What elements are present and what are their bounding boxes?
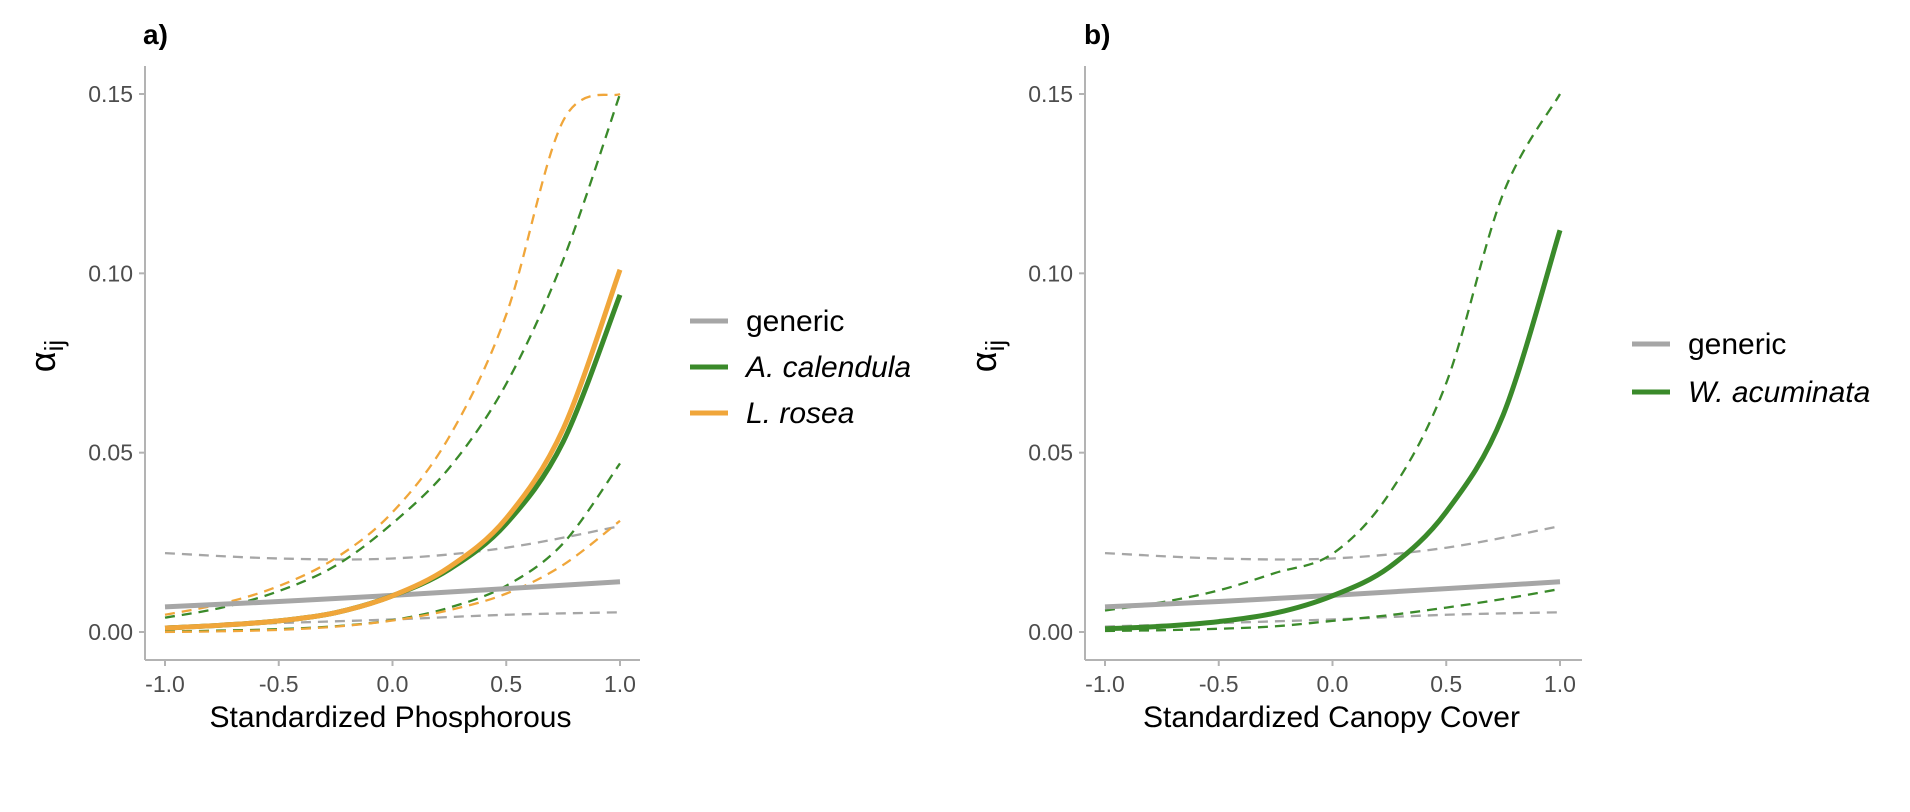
- panel-b-series-generic-upper-bound: [1104, 525, 1561, 561]
- panel-a-x-tick-label: -1.0: [145, 671, 185, 697]
- panel-a-series-l-rosea-upper-bound: [164, 92, 621, 616]
- panel-a-series-a-calendula-mean-line: [164, 293, 623, 631]
- panel-b-series-w-acuminata-lower-bound: [1104, 587, 1561, 633]
- panel-b-x-axis-title: Standardized Canopy Cover: [1143, 701, 1520, 734]
- panel-b-y-tick-label: 0.10: [1028, 260, 1073, 286]
- panel-a-y-tick-label: 0.10: [88, 260, 133, 286]
- panel-b-legend: generic W. acuminata: [1632, 328, 1870, 409]
- panel-b-y-tick-label: 0.15: [1028, 81, 1073, 107]
- panel-a-plot-area: [164, 92, 623, 634]
- panel-b: b) 0.00 0.05 0.10 0.15 -1.0 -0.5 0.0 0.5 1.0 Stand…: [963, 19, 1870, 734]
- panel-b-series-w-acuminata-upper-bound: [1104, 93, 1561, 612]
- panel-a-legend: generic A. calendula L. rosea: [690, 305, 911, 430]
- panel-b-x-tick-label: -0.5: [1199, 671, 1239, 697]
- panel-a-y-axis-title: αij: [22, 340, 69, 372]
- panel-a-x-tick-label: -0.5: [259, 671, 299, 697]
- panel-a-x-axis-title: Standardized Phosphorous: [210, 701, 572, 734]
- panel-a-series-a-calendula-upper-bound: [164, 93, 622, 619]
- panel-a-series-l-rosea-mean-line: [164, 268, 623, 631]
- panel-b-y-axis-title: αij: [963, 340, 1010, 372]
- panel-a-y-tick-label: 0.15: [88, 81, 133, 107]
- panel-a-x-tick-label: 0.0: [377, 671, 409, 697]
- panel-b-x-tick-label: 0.5: [1430, 671, 1462, 697]
- panel-a-series-a-calendula-lower-bound: [164, 462, 621, 633]
- panel-a-series-l-rosea-lower-bound: [164, 519, 621, 634]
- panel-b-tag: b): [1084, 19, 1110, 50]
- panel-b-series-w-acuminata-mean-line: [1104, 229, 1563, 632]
- panel-a-x-tick-label: 1.0: [604, 671, 636, 697]
- panel-a-legend-label-a-calendula: A. calendula: [744, 351, 911, 384]
- panel-b-y-tick-label: 0.00: [1028, 619, 1073, 645]
- panel-b-legend-label-generic: generic: [1688, 328, 1786, 361]
- panel-b-legend-label-w-acuminata: W. acuminata: [1688, 376, 1870, 409]
- panel-a: a) 0.00 0.05 0.10 0.15 -1.0 -0.5 0.0 0.5 1.0 Stand…: [22, 19, 911, 734]
- panel-b-x-tick-label: -1.0: [1085, 671, 1125, 697]
- panel-a-tag: a): [143, 19, 168, 50]
- panel-a-legend-label-generic: generic: [746, 305, 844, 338]
- panel-b-x-tick-label: 0.0: [1317, 671, 1349, 697]
- panel-a-legend-label-l-rosea: L. rosea: [746, 397, 854, 430]
- panel-b-y-tick-label: 0.05: [1028, 440, 1073, 466]
- panel-b-x-tick-label: 1.0: [1544, 671, 1576, 697]
- panel-a-x-tick-label: 0.5: [490, 671, 522, 697]
- panel-b-plot-area: [1104, 93, 1563, 633]
- panel-a-series-generic-upper-bound: [164, 525, 621, 561]
- panel-a-y-tick-label: 0.00: [88, 619, 133, 645]
- panel-a-y-tick-label: 0.05: [88, 440, 133, 466]
